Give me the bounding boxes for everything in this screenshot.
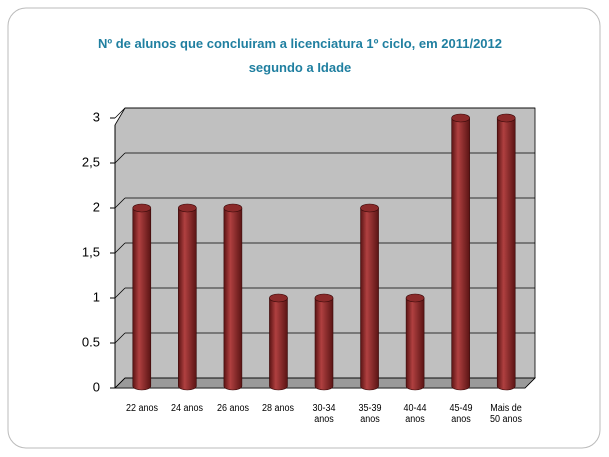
bar-top	[132, 203, 152, 213]
grid-diagonal	[114, 287, 126, 299]
y-tick-label: 0.5	[82, 334, 100, 349]
bar-body	[132, 207, 152, 391]
bar	[451, 113, 470, 391]
bar-body	[451, 117, 470, 391]
grid-diagonal	[114, 152, 126, 164]
bar	[223, 203, 243, 391]
bar-top	[223, 203, 243, 213]
bar-top	[314, 293, 334, 303]
bar-top	[405, 293, 425, 303]
x-tick-label: 35-39 anos	[358, 403, 382, 425]
chart-title: Nº de alunos que concluiram a licenciatu…	[98, 36, 502, 75]
x-tick-label: Mais de 50 anos	[490, 403, 523, 425]
x-tick-label: 28 anos	[262, 403, 295, 414]
bar-top	[360, 203, 379, 213]
x-tick-label: 22 anos	[125, 403, 158, 414]
grid-diagonal	[114, 332, 126, 344]
bar	[496, 113, 516, 391]
grid-diagonal	[114, 377, 126, 389]
bar-body	[496, 117, 516, 391]
bar-top	[269, 293, 288, 303]
bar-body	[314, 297, 334, 391]
bar	[360, 203, 379, 391]
bar	[269, 293, 288, 391]
y-tick-label: 2,5	[82, 154, 100, 169]
y-tick-label: 3	[93, 109, 100, 124]
x-tick-label: 26 anos	[216, 403, 249, 414]
y-tick-label: 2	[93, 199, 100, 214]
bar-body	[405, 297, 425, 391]
y-tick-label: 1	[93, 289, 100, 304]
bar-top	[451, 113, 470, 123]
bar-body	[223, 207, 243, 391]
bar-top	[496, 113, 516, 123]
bar-body	[360, 207, 379, 391]
y-tick-label: 0	[93, 379, 100, 394]
bar-body	[178, 207, 197, 391]
x-tick-label: 24 anos	[171, 403, 204, 414]
bar	[132, 203, 152, 391]
y-tick-label: 1,5	[82, 244, 100, 259]
x-tick-label: 30-34 anos	[312, 403, 336, 425]
bar-body	[269, 297, 288, 391]
bar-top	[178, 203, 197, 213]
grid-diagonal	[114, 107, 126, 119]
bar	[405, 293, 425, 391]
grid-diagonal	[114, 242, 126, 254]
x-tick-label: 40-44 anos	[403, 403, 427, 425]
bar	[178, 203, 197, 391]
grid-diagonal	[114, 197, 126, 209]
x-tick-label: 45-49 anos	[449, 403, 473, 425]
bar	[314, 293, 334, 391]
